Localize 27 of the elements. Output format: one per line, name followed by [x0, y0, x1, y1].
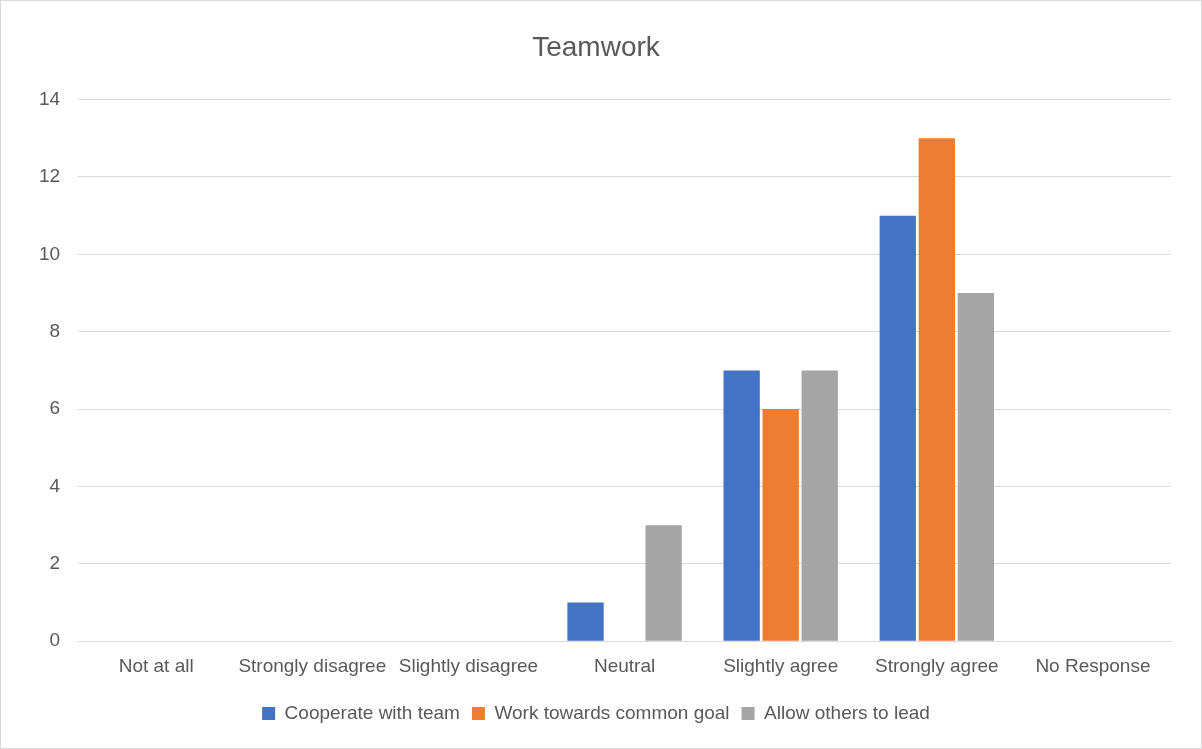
bar: [723, 370, 760, 641]
y-tick-label: 6: [49, 397, 61, 419]
y-tick-label: 12: [38, 165, 61, 187]
x-tick-label: Strongly agree: [875, 654, 999, 676]
x-tick-label: Not at all: [118, 654, 194, 676]
bar: [957, 293, 994, 641]
bar: [762, 409, 799, 641]
y-tick-label: 0: [49, 629, 61, 651]
x-tick-label: Neutral: [593, 654, 656, 676]
bar: [918, 138, 955, 641]
x-tick-label: Strongly disagree: [238, 654, 387, 676]
bar: [801, 370, 838, 641]
x-tick-label: No Response: [1035, 654, 1151, 676]
y-tick-label: 14: [38, 87, 61, 109]
bar: [645, 525, 682, 641]
chart-title: Teamwork: [532, 30, 661, 62]
y-tick-label: 4: [49, 474, 61, 496]
legend-label: Work towards common goal: [494, 701, 730, 723]
bar: [567, 602, 604, 641]
y-tick-label: 2: [49, 552, 61, 574]
x-tick-label: Slightly disagree: [398, 654, 539, 676]
bar: [879, 215, 916, 641]
legend-label: Cooperate with team: [284, 701, 460, 723]
y-tick-label: 8: [49, 319, 61, 341]
y-tick-label: 10: [38, 242, 61, 264]
legend-label: Allow others to lead: [764, 701, 930, 723]
x-tick-label: Slightly agree: [723, 654, 839, 676]
